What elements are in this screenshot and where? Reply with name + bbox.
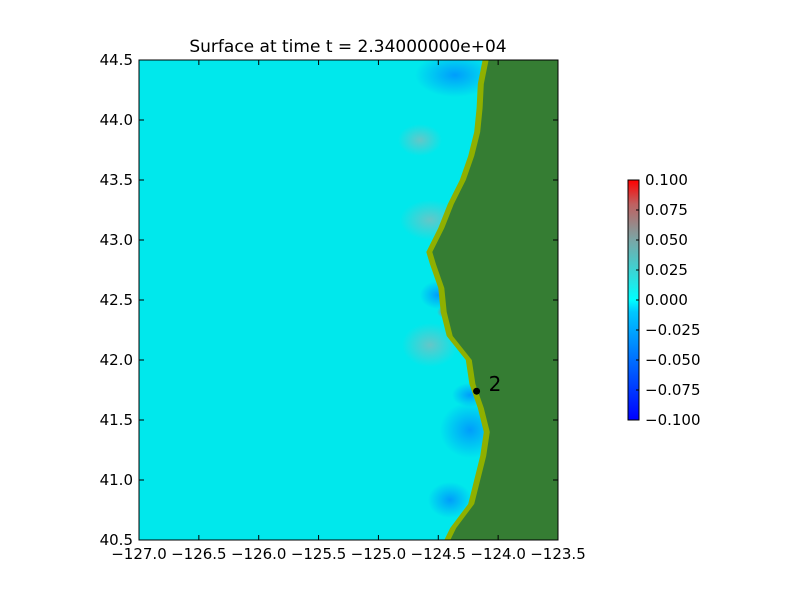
gauge-label: 2 xyxy=(489,372,502,396)
colorbar-tick-label: −0.025 xyxy=(645,321,701,339)
colorbar-ticks: 0.100 0.075 0.050 0.025 0.000 −0.025 −0.050 −0.… xyxy=(636,171,701,429)
gauge-markers: 2 xyxy=(473,372,501,396)
gauge-marker xyxy=(473,387,481,395)
x-tick-label: −124.0 xyxy=(470,545,526,563)
y-tick-label: 43.0 xyxy=(100,231,133,249)
x-tick-label: −126.0 xyxy=(231,545,287,563)
colorbar-tick-label: −0.050 xyxy=(645,351,701,369)
colorbar-tick-label: 0.100 xyxy=(645,171,688,189)
x-tick-label: −125.0 xyxy=(351,545,407,563)
y-tick-label: 44.5 xyxy=(100,51,133,69)
colorbar: 0.100 0.075 0.050 0.025 0.000 −0.025 −0.050 −0.… xyxy=(627,171,701,429)
x-tick-label: −125.5 xyxy=(291,545,347,563)
colorbar-tick-label: 0.075 xyxy=(645,201,688,219)
y-tick-label: 44.0 xyxy=(100,111,133,129)
y-tick-label: 43.5 xyxy=(100,171,133,189)
colorbar-tick-label: −0.075 xyxy=(645,381,701,399)
y-axis: 40.5 41.0 41.5 42.0 42.5 43.0 43.5 44.0 44.5 xyxy=(100,51,558,549)
x-tick-label: −123.5 xyxy=(530,545,586,563)
x-tick-label: −127.0 xyxy=(111,545,167,563)
colorbar-tick-label: −0.100 xyxy=(645,411,701,429)
colorbar-tick-label: 0.050 xyxy=(645,231,688,249)
y-tick-label: 42.0 xyxy=(100,351,133,369)
colorbar-tick-label: 0.025 xyxy=(645,261,688,279)
y-tick-label: 41.5 xyxy=(100,411,133,429)
y-tick-label: 42.5 xyxy=(100,291,133,309)
plot-area: 2 xyxy=(139,60,558,540)
y-tick-label: 41.0 xyxy=(100,471,133,489)
x-axis: −127.0 −126.5 −126.0 −125.5 −125.0 −124.5 −124… xyxy=(111,60,586,563)
x-tick-label: −126.5 xyxy=(171,545,227,563)
colorbar-tick-label: 0.000 xyxy=(645,291,688,309)
x-tick-label: −124.5 xyxy=(411,545,467,563)
y-tick-label: 40.5 xyxy=(100,531,133,549)
land-mass xyxy=(432,60,558,540)
chart-title: Surface at time t = 2.34000000e+04 xyxy=(189,37,506,57)
